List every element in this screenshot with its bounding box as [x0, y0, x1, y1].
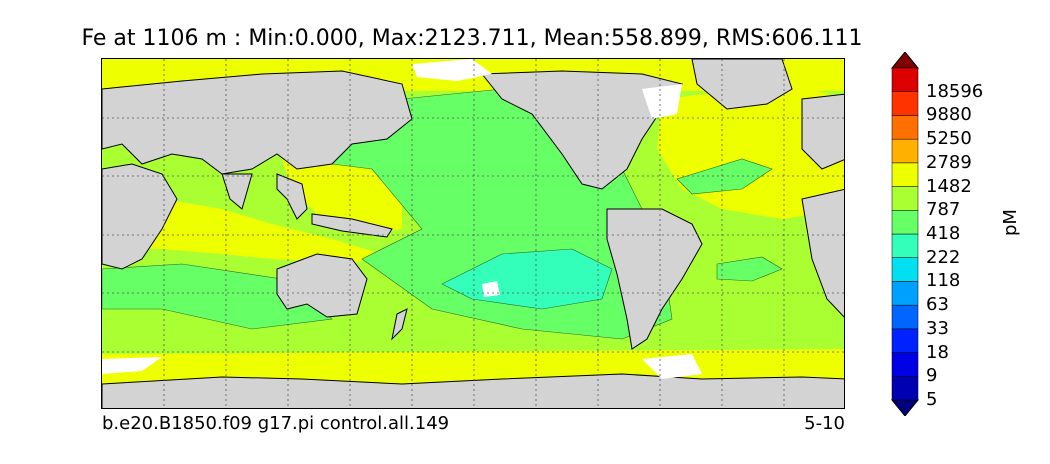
colorbar-segment — [891, 186, 919, 211]
indian-band — [102, 199, 382, 264]
colorbar-segment — [891, 233, 919, 258]
colorbar-tick-label: 5 — [926, 389, 938, 410]
colorbar-tick-label: 418 — [926, 223, 961, 244]
colorbar-extend-low — [890, 399, 920, 416]
colorbar-tick-label: 63 — [926, 294, 949, 316]
colorbar-tick-label: 222 — [926, 246, 961, 268]
map-canvas — [102, 59, 844, 408]
west-pacific-band — [282, 149, 402, 234]
colorbar-segment — [891, 376, 919, 401]
colorbar-unit-label: pM — [1000, 209, 1021, 236]
map-panel — [101, 58, 845, 409]
map-title: Fe at 1106 m : Min:0.000, Max:2123.711, … — [81, 26, 863, 51]
north-atlantic-field — [676, 158, 773, 195]
colorbar-tick-label: 5250 — [926, 128, 972, 150]
colorbar-segment — [891, 91, 919, 116]
colorbar-tick-label: 9880 — [926, 104, 972, 126]
colorbar-segment — [891, 304, 919, 330]
south-indian-field — [102, 263, 333, 330]
case-name-label: b.e20.B1850.f09 g17.pi control.all.149 — [102, 413, 450, 434]
land — [102, 59, 844, 408]
colorbar-tick-label: 787 — [926, 199, 961, 221]
colorbar-extend-high — [890, 52, 920, 69]
graticule — [102, 59, 844, 408]
colorbar-segment — [891, 328, 919, 353]
colorbar-tick-label: 118 — [926, 270, 961, 292]
colorbar — [890, 52, 920, 416]
colorbar-segment — [891, 138, 919, 164]
colorbar-segment — [891, 257, 919, 282]
colorbar-tick-label: 18596 — [926, 80, 984, 102]
colorbar-segment — [891, 67, 919, 92]
colorbar-segment — [891, 162, 919, 187]
colorbar-segment — [891, 115, 919, 140]
colorbar-segment — [891, 281, 919, 306]
colorbar-tick-label: 2789 — [926, 151, 972, 173]
colorbar-segment — [891, 210, 919, 235]
south-atlantic-field — [716, 256, 783, 282]
colorbar-tick-label: 18 — [926, 341, 949, 363]
sea-ice — [102, 59, 702, 379]
colorbar-segment — [891, 352, 919, 377]
colorbar-tick-label: 33 — [926, 317, 949, 339]
colorbar-tick-label: 9 — [926, 365, 938, 387]
period-label: 5-10 — [804, 413, 845, 434]
colorbar-tick-label: 1482 — [926, 175, 972, 197]
